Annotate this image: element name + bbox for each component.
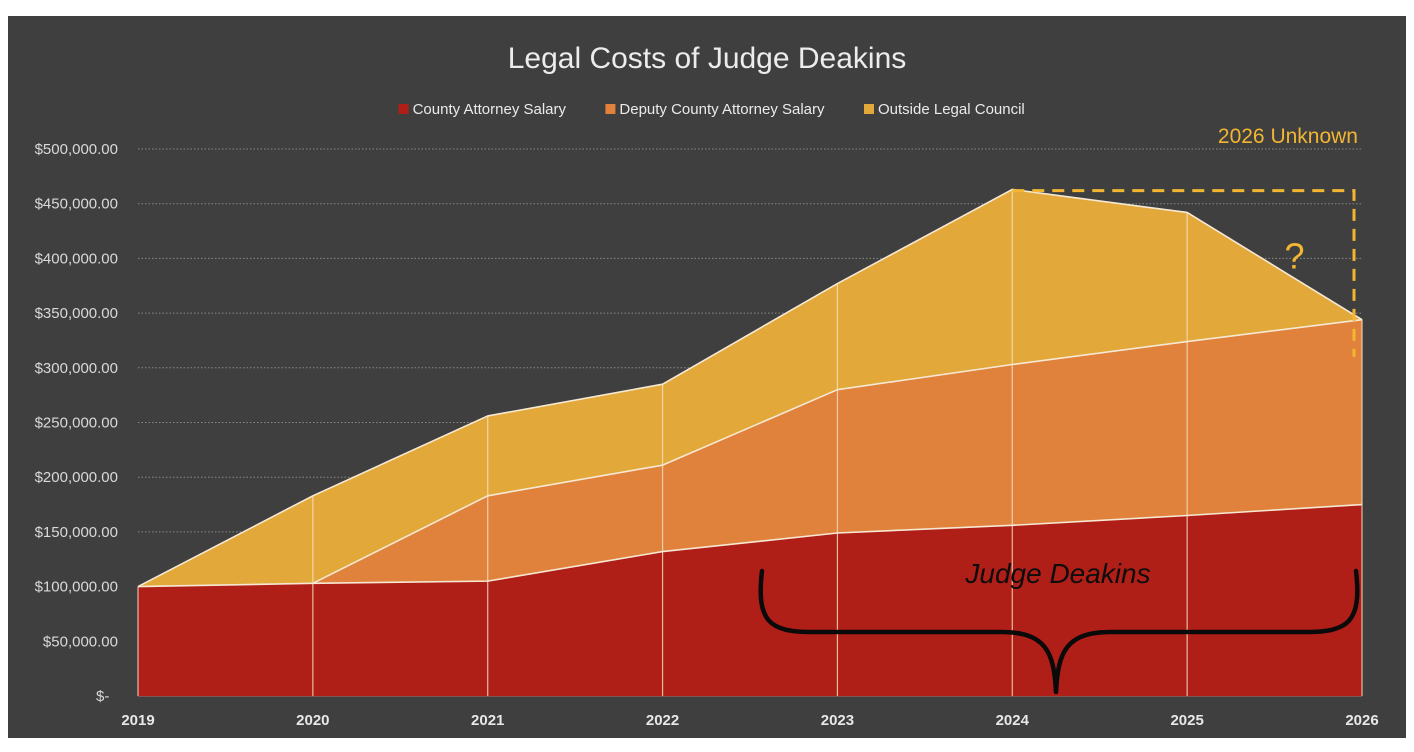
annotations: 2026 Unknown? Judge Deakins (758, 125, 1360, 695)
legend-swatch (605, 104, 616, 114)
series-outlines (137, 188, 1363, 588)
x-tick-label: 2019 (121, 712, 154, 729)
y-tick-label: $350,000.00 (35, 305, 118, 322)
legend: County Attorney Salary Deputy County Atto… (398, 101, 1025, 118)
legend-swatch (398, 104, 409, 114)
x-tick-label: 2025 (1170, 712, 1203, 729)
y-tick-label: $50,000.00 (43, 633, 118, 650)
x-tick-label: 2024 (996, 712, 1030, 729)
series-line-outside-legal-council (137, 188, 1363, 588)
x-tick-label: 2022 (646, 712, 679, 729)
series-line-deputy-county-attorney-salary (312, 318, 1363, 585)
x-tick-label: 2023 (821, 712, 854, 729)
x-tick-label: 2020 (296, 712, 329, 729)
legend-label: County Attorney Salary (413, 101, 567, 118)
y-tick-label: $250,000.00 (35, 415, 118, 432)
unknown-label: 2026 Unknown (1218, 125, 1358, 148)
chart-svg: 2026 Unknown?Judge Deakins $-$50,000.00$… (35, 42, 1379, 729)
x-axis: 2019 2020 2021 2022 2023 2024 2025 2026 (121, 712, 1378, 729)
legend-item-outside-legal-council: Outside Legal Council (864, 101, 1025, 118)
legend-label: Outside Legal Council (878, 101, 1025, 118)
x-tick-label: 2021 (471, 712, 504, 729)
stacked-areas (137, 189, 1363, 697)
legend-item-county-attorney-salary: County Attorney Salary (398, 101, 567, 118)
legend-label: Deputy County Attorney Salary (619, 101, 825, 118)
y-tick-label: $500,000.00 (35, 141, 118, 158)
chart-title: Legal Costs of Judge Deakins (508, 42, 907, 75)
y-tick-label: $- (96, 688, 109, 705)
y-tick-label: $400,000.00 (35, 250, 118, 267)
judge-deakins-brace (758, 568, 1360, 695)
legend-item-deputy-county-attorney-salary: Deputy County Attorney Salary (605, 101, 825, 118)
series-line-county-attorney-salary (137, 503, 1363, 588)
y-axis: $- $50,000.00 $100,000.00 $150,000.00 $200,0… (35, 141, 118, 705)
unknown-dashed-box (1012, 189, 1356, 357)
y-tick-label: $150,000.00 (35, 524, 118, 541)
brace-label: Judge Deakins (964, 558, 1150, 589)
legend-swatch (864, 104, 874, 114)
category-dividers (137, 189, 1363, 696)
y-tick-label: $100,000.00 (35, 579, 118, 596)
y-tick-label: $300,000.00 (35, 360, 118, 377)
y-tick-label: $450,000.00 (35, 196, 118, 213)
x-tick-label: 2026 (1345, 712, 1378, 729)
y-tick-label: $200,000.00 (35, 469, 118, 486)
chart-frame: 2026 Unknown? Judge Deakins $- $50,000.00 $… (8, 16, 1406, 738)
question-mark: ? (1285, 235, 1305, 276)
